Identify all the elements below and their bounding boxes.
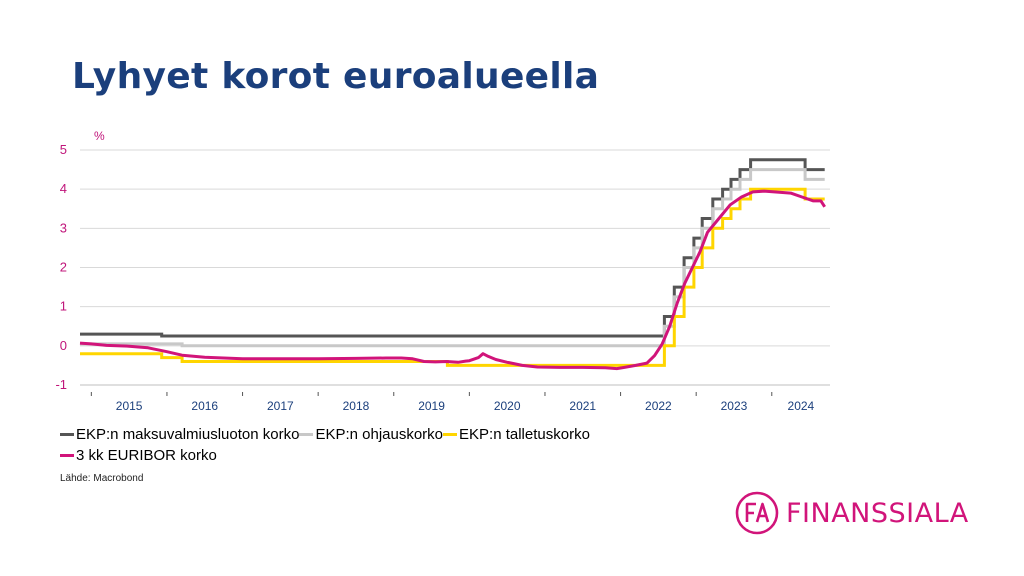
legend-label: EKP:n maksuvalmiusluoton korko [76,426,300,443]
chart-legend: EKP:n maksuvalmiusluoton korko EKP:n ohj… [60,424,780,466]
x-tick-label: 2018 [343,399,370,413]
logo-text: FINANSSIALA [786,497,969,529]
x-tick-label: 2019 [418,399,445,413]
x-tick-label: 2017 [267,399,294,413]
y-tick-label: 4 [60,181,67,196]
x-axis: 2015 2016 2017 2018 2019 2020 2021 2022 2023 2024 [80,384,830,413]
legend-label: EKP:n ohjauskorko [315,426,444,443]
unit-label: % [94,129,105,143]
grid-lines [80,149,830,386]
y-tick-label: 0 [60,338,67,353]
y-tick-label: 3 [60,220,67,235]
x-tick-label: 2020 [494,399,521,413]
y-axis-ticks: 5 4 3 2 1 0 -1 [55,142,67,392]
x-tick-label: 2015 [116,399,143,413]
x-tick-label: 2023 [721,399,748,413]
x-tick-label: 2021 [569,399,596,413]
legend-label: 3 kk EURIBOR korko [76,447,217,464]
y-tick-label: 1 [60,299,67,314]
x-tick-label: 2024 [788,399,815,413]
chart-series [79,158,826,371]
y-tick-label: 5 [60,142,67,157]
legend-item-maksuvalmiusluotto: EKP:n maksuvalmiusluoton korko [60,426,299,443]
finanssiala-logo: FINANSSIALA [734,490,969,536]
series-line-4 [79,189,826,371]
legend-label: EKP:n talletuskorko [459,426,590,443]
x-tick-label: 2016 [191,399,218,413]
source-note: Lähde: Macrobond [60,473,144,484]
series-line-3 [80,187,825,367]
legend-swatch [443,433,458,436]
fa-logo-mark-icon [735,491,779,535]
y-tick-label: 2 [60,260,67,275]
x-tick-label: 2022 [645,399,672,413]
y-tick-label: -1 [55,377,67,392]
series-line-2 [80,168,825,348]
legend-swatch [60,454,74,457]
legend-item-euribor: 3 kk EURIBOR korko [60,447,217,464]
legend-swatch [299,433,314,436]
legend-item-talletuskorko: EKP:n talletuskorko [443,426,590,443]
page-title: Lyhyet korot euroalueella [72,56,600,97]
legend-swatch [60,433,74,436]
legend-item-ohjauskorko: EKP:n ohjauskorko [299,426,443,443]
